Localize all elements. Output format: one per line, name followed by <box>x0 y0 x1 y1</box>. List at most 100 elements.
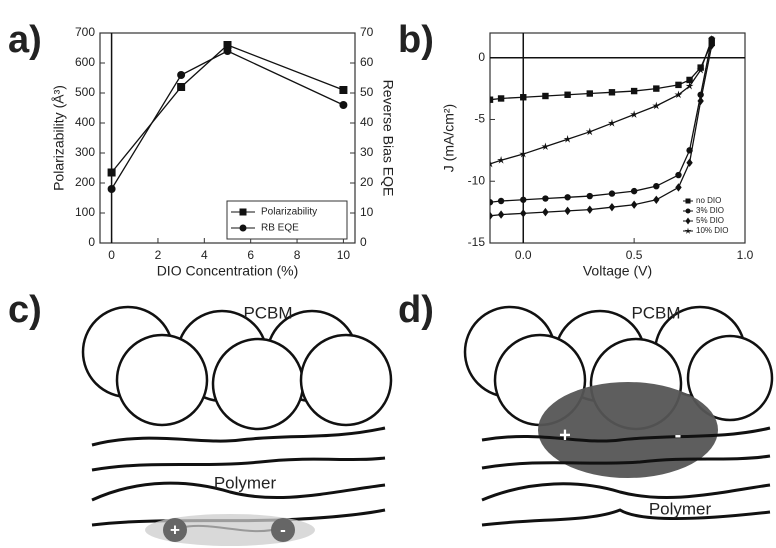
marker <box>177 71 186 79</box>
marker <box>520 209 527 218</box>
marker <box>490 199 494 206</box>
y2-tick-label: 0 <box>360 235 367 249</box>
marker <box>630 87 638 95</box>
polymer-chain <box>91 481 386 502</box>
y2-tick-label: 40 <box>360 115 374 129</box>
plot-frame <box>489 32 746 244</box>
panel-label: a) <box>8 19 42 61</box>
marker <box>542 92 549 100</box>
hole-label: + <box>170 520 180 539</box>
marker <box>653 195 660 204</box>
marker <box>653 85 660 92</box>
diagram-c: PCBM Polymer + - <box>81 303 393 546</box>
y-tick-label: 700 <box>75 25 95 39</box>
x-tick-label: 0 <box>108 248 115 262</box>
series-group <box>490 34 716 221</box>
marker <box>697 96 704 106</box>
marker <box>339 101 348 109</box>
plot-frame <box>99 32 356 244</box>
y-tick-label: 0 <box>478 50 485 64</box>
legend-label: RB EQE <box>261 223 299 234</box>
fullerene <box>115 333 209 427</box>
fullerene-label: PCBM <box>631 303 680 322</box>
legend-marker <box>685 217 691 225</box>
y-tick-label: -15 <box>468 235 486 249</box>
marker <box>497 197 505 205</box>
marker <box>520 94 527 101</box>
panel-label: b) <box>398 19 434 61</box>
marker <box>542 195 549 202</box>
exciton <box>538 382 718 478</box>
marker <box>674 90 683 99</box>
panel-label: c) <box>8 289 42 331</box>
fullerene <box>686 334 774 422</box>
marker <box>675 171 682 179</box>
marker <box>520 196 527 203</box>
series-line <box>111 44 344 173</box>
polymer-chain <box>481 508 771 527</box>
marker <box>564 194 571 201</box>
x-tick-label: 1.0 <box>737 248 754 262</box>
marker <box>497 210 505 219</box>
polymer-chain <box>481 482 771 502</box>
x-tick-label: 2 <box>155 248 162 262</box>
marker <box>490 159 494 168</box>
x-tick-label: 10 <box>337 248 351 262</box>
y2-axis-label: Reverse Bias EQE <box>380 80 396 197</box>
y-axis-label: Polarizability (Å³) <box>51 85 67 191</box>
marker <box>653 182 660 190</box>
marker <box>107 185 116 193</box>
legend-marker <box>685 198 691 204</box>
marker <box>223 47 232 55</box>
x-tick-label: 4 <box>201 248 208 262</box>
polymer-label: Polymer <box>649 499 712 518</box>
panel-label: d) <box>398 289 434 331</box>
marker <box>608 89 616 96</box>
diagram-d: PCBM Polymer + - <box>463 303 774 527</box>
marker <box>608 190 616 197</box>
marker <box>586 205 593 214</box>
x-tick-label: 6 <box>247 248 254 262</box>
y2-tick-label: 20 <box>360 175 374 189</box>
legend-label: 10% DIO <box>696 226 728 235</box>
y2-tick-label: 30 <box>360 145 374 159</box>
y-tick-label: 300 <box>75 145 95 159</box>
y2-tick-label: 60 <box>360 55 374 69</box>
marker <box>707 34 716 43</box>
y-tick-label: 500 <box>75 85 95 99</box>
y-tick-label: 600 <box>75 55 95 69</box>
marker <box>685 81 694 90</box>
marker <box>675 81 682 89</box>
series-group <box>107 41 348 193</box>
y-tick-label: 100 <box>75 205 95 219</box>
y-tick-label: 200 <box>75 175 95 189</box>
marker <box>586 192 593 200</box>
marker <box>564 206 571 216</box>
y2-tick-label: 70 <box>360 25 374 39</box>
marker <box>607 118 616 127</box>
marker <box>630 110 639 118</box>
polymer-chain <box>91 456 386 472</box>
marker <box>223 41 232 49</box>
fullerene <box>299 333 393 427</box>
marker <box>564 91 571 98</box>
y-tick-label: 400 <box>75 115 95 129</box>
marker <box>686 158 693 167</box>
marker <box>519 149 528 158</box>
legend-label: 3% DIO <box>696 206 724 215</box>
electron-label: - <box>675 424 682 446</box>
exciton-link <box>179 524 281 533</box>
marker <box>686 76 693 84</box>
x-tick-label: 8 <box>294 248 301 262</box>
y-tick-label: 0 <box>88 235 95 249</box>
marker <box>107 168 116 177</box>
marker <box>490 211 494 221</box>
marker <box>585 127 594 136</box>
marker <box>542 207 549 217</box>
marker <box>497 95 505 102</box>
electron-label: - <box>280 520 286 539</box>
marker <box>541 142 550 151</box>
legend-box <box>226 200 348 240</box>
series-line <box>111 50 344 190</box>
